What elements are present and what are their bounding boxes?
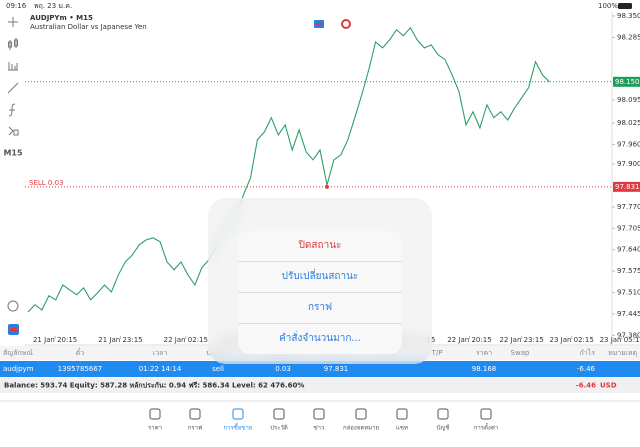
order-entry bbox=[324, 184, 329, 189]
y-tick-label: 97.770 bbox=[617, 203, 640, 211]
table-cell: 98.168 bbox=[472, 365, 497, 373]
table-cell: 1395785667 bbox=[58, 365, 103, 373]
tab-label[interactable]: แชท bbox=[396, 425, 408, 432]
order-text: SELL 0.03 bbox=[29, 179, 63, 187]
tab-label[interactable]: การซื้อขาย bbox=[224, 422, 253, 432]
selected-row-bg[interactable] bbox=[0, 361, 640, 377]
tab-label[interactable]: กล่องจดหมาย bbox=[343, 425, 379, 432]
status-date: พฤ. 23 ม.ค. bbox=[34, 2, 72, 10]
tab-label[interactable]: ราคา bbox=[148, 425, 162, 432]
y-tick-label: 98.095 bbox=[617, 96, 640, 104]
table-header: กำไร bbox=[580, 348, 596, 357]
bid-label-bg bbox=[613, 76, 640, 87]
crosshair-icon[interactable] bbox=[8, 17, 18, 27]
y-tick-label: 97.380 bbox=[617, 331, 640, 339]
tab-label[interactable]: การตั้งค่า bbox=[474, 422, 498, 432]
y-tick-label: 97.575 bbox=[617, 267, 640, 275]
y-tick-label: 98.350 bbox=[617, 12, 640, 20]
table-cell: 01:22 14:14 bbox=[139, 365, 182, 373]
depth-icon[interactable] bbox=[341, 19, 351, 29]
tab-label[interactable]: กราฟ bbox=[188, 425, 202, 432]
table-cell: audjpym bbox=[3, 365, 34, 373]
tab-label[interactable]: ข่าว bbox=[314, 425, 325, 432]
trendline-icon[interactable] bbox=[7, 82, 19, 94]
table-header: สัญลักษณ์ bbox=[3, 349, 33, 357]
price-line bbox=[27, 26, 550, 313]
clock-icon[interactable] bbox=[7, 300, 19, 312]
table-header: หมายเหตุ bbox=[608, 349, 637, 357]
toolbar bbox=[7, 17, 19, 312]
tab-icon[interactable] bbox=[189, 408, 201, 420]
y-tick-label: 97.510 bbox=[617, 289, 640, 297]
table-header: Swap bbox=[511, 349, 530, 357]
context-menu: ปิดสถานะปรับเปลี่ยนสถานะ กราฟ คำสั่งจำนวนม… bbox=[238, 231, 402, 354]
table-cell: -6.46 bbox=[577, 365, 596, 373]
table-header: ราคา bbox=[476, 349, 492, 357]
table-cell: 97.831 bbox=[324, 365, 349, 373]
bars-icon[interactable] bbox=[8, 62, 18, 71]
menu-item[interactable]: ปรับเปลี่ยนสถานะ bbox=[238, 261, 402, 292]
status-time: 09:16 bbox=[6, 2, 27, 10]
y-tick-label: 97.900 bbox=[617, 160, 640, 168]
y-tick-label: 98.025 bbox=[617, 119, 640, 127]
tab-icon[interactable] bbox=[313, 408, 325, 420]
y-tick-label: 98.285 bbox=[617, 33, 640, 41]
table-cell: sell bbox=[212, 365, 224, 373]
y-tick-label: 97.445 bbox=[617, 310, 640, 318]
x-tick-label: 22 Jan 02:15 bbox=[164, 336, 208, 344]
candles-icon[interactable] bbox=[8, 38, 18, 50]
table-cell: 0.03 bbox=[275, 365, 291, 373]
x-tick-label: 21 Jan 20:15 bbox=[33, 336, 77, 344]
bid-label: 98.150 bbox=[615, 78, 640, 86]
battery-icon bbox=[618, 3, 632, 9]
indicator-icon[interactable] bbox=[8, 103, 16, 117]
x-tick-label: 21 Jan 23:15 bbox=[98, 336, 142, 344]
y-tick-label: 97.705 bbox=[617, 224, 640, 232]
x-tick-label: 23 Jan 02:15 bbox=[550, 336, 594, 344]
tab-icon[interactable] bbox=[232, 408, 244, 420]
tab-icon[interactable] bbox=[149, 408, 161, 420]
order-label: 97.831 bbox=[615, 183, 640, 191]
chart-description: Australian Dollar vs Japanese Yen bbox=[30, 23, 147, 31]
x-tick-label: 22 Jan 23:15 bbox=[499, 336, 543, 344]
trade-icon-mark bbox=[10, 328, 17, 331]
x-tick-label: 22 Jan 20:15 bbox=[447, 336, 491, 344]
y-tick-label: 97.640 bbox=[617, 246, 640, 254]
order-label-bg bbox=[613, 181, 640, 192]
tab-icon[interactable] bbox=[480, 408, 492, 420]
chart-symbol: AUDJPYm • M15 bbox=[30, 14, 93, 22]
account-profit: -6.46 bbox=[576, 382, 596, 390]
table-header: T/P bbox=[431, 349, 443, 357]
tab-icon[interactable] bbox=[273, 408, 285, 420]
y-tick-label: 97.960 bbox=[617, 140, 640, 148]
battery-level: 100% bbox=[598, 2, 618, 10]
tab-icon[interactable] bbox=[355, 408, 367, 420]
timeframe[interactable]: M15 bbox=[3, 149, 23, 158]
tab-label[interactable]: ประวัติ bbox=[270, 425, 288, 432]
menu-item[interactable]: คำสั่งจำนวนมาก... bbox=[238, 323, 402, 354]
menu-item[interactable]: กราฟ bbox=[238, 292, 402, 323]
objects-icon[interactable] bbox=[8, 126, 19, 136]
tab-icon[interactable] bbox=[396, 408, 408, 420]
tab-icon[interactable] bbox=[437, 408, 449, 420]
account-summary: Balance: 593.74 Equity: 587.28 หลักประกั… bbox=[4, 382, 304, 390]
tab-label[interactable]: บัญชี bbox=[437, 424, 450, 432]
one-click-mark bbox=[316, 23, 322, 25]
x-tick-label: 23 Jan 05:15 bbox=[600, 336, 640, 344]
menu-item[interactable]: ปิดสถานะ bbox=[298, 240, 342, 251]
table-header: ตั๋ว bbox=[76, 348, 85, 357]
balance-bg bbox=[0, 378, 640, 393]
account-currency: USD bbox=[600, 382, 617, 390]
table-header: เวลา bbox=[153, 349, 168, 357]
